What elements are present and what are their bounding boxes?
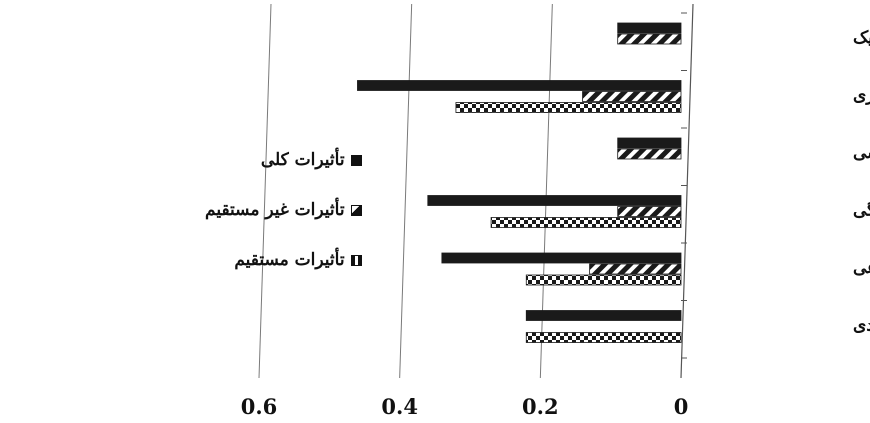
legend: تأثیرات کلی تأثیرات غیر مستقیم تأثیرات م… — [205, 148, 362, 298]
category-label: پایداری اقتصادی — [853, 316, 870, 336]
gridline — [539, 3, 553, 379]
x-tick-labels: 0 0.2 0.4 0.6 — [241, 394, 689, 419]
category-label: پایداری تکنولوژی — [853, 86, 870, 106]
x-tick-label: 0.6 — [241, 394, 278, 419]
bar-solid — [617, 22, 682, 34]
legend-item-direct: تأثیرات مستقیم — [205, 248, 362, 272]
category-label: پایداری اکولوژیک — [853, 28, 870, 48]
bar-solid — [427, 195, 682, 206]
bar-checker — [490, 217, 682, 228]
bar-solid — [525, 310, 682, 321]
bar-checker — [525, 274, 682, 286]
x-tick-label: 0 — [674, 394, 689, 419]
x-tick-label: 0.2 — [522, 394, 559, 419]
legend-label-indirect: تأثیرات غیر مستقیم — [205, 200, 345, 220]
legend-item-total: تأثیرات کلی — [205, 148, 362, 172]
bar-solid — [617, 137, 682, 149]
legend-item-indirect: تأثیرات غیر مستقیم — [205, 198, 362, 222]
bar-diagonal — [582, 91, 682, 102]
gridline — [680, 3, 694, 379]
legend-swatch-direct — [350, 254, 362, 266]
bar-checker — [455, 102, 682, 113]
bar-checker — [525, 332, 682, 343]
legend-swatch-indirect — [350, 204, 362, 216]
legend-swatch-total — [350, 154, 362, 166]
category-label: پایداری فرهنگی — [853, 200, 870, 221]
gridline — [399, 3, 413, 379]
bar-diagonal — [617, 33, 682, 45]
x-tick-label: 0.4 — [381, 394, 418, 419]
bar-solid — [441, 252, 682, 264]
bar-diagonal — [589, 263, 682, 275]
category-label: پایداری سیاسی — [853, 143, 870, 163]
bar-solid — [357, 80, 682, 91]
legend-label-total: تأثیرات کلی — [260, 150, 345, 170]
category-labels: پایداری اکولوژیک پایداری تکنولوژی پایداری … — [853, 28, 870, 336]
gridline — [258, 3, 272, 379]
category-label: پایداری اجتماعی — [853, 258, 870, 278]
legend-label-direct: تأثیرات مستقیم — [234, 250, 345, 270]
bars — [357, 22, 682, 343]
bar-diagonal — [617, 206, 682, 217]
bar-diagonal — [617, 148, 682, 160]
